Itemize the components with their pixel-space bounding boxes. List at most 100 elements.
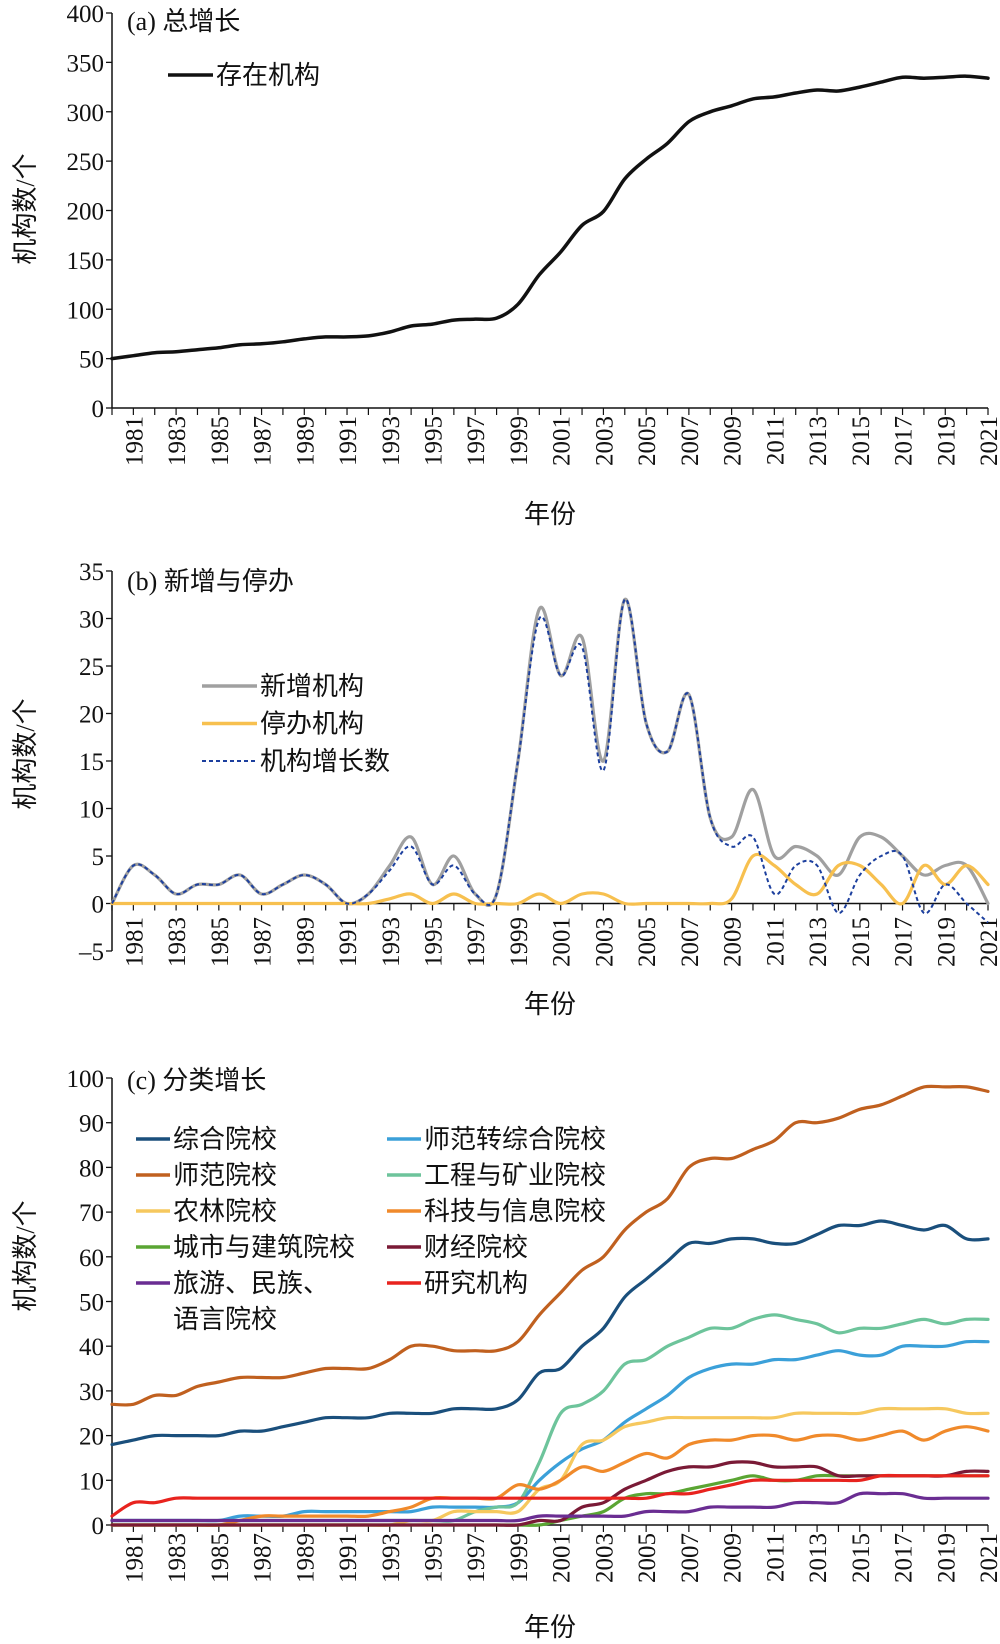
y-axis-label: 机构数/个: [11, 698, 40, 809]
x-tick-label: 2001: [549, 416, 576, 466]
y-tick-label: 5: [92, 844, 105, 871]
legend-label: 研究机构: [424, 1269, 528, 1298]
series-line-7: [110, 1460, 990, 1527]
legend-label: 存在机构: [216, 61, 320, 90]
series-line-4: [110, 1406, 990, 1527]
y-tick-label: 0: [92, 1513, 105, 1540]
y-tick-label: 150: [67, 248, 105, 275]
x-tick-label: 1989: [292, 416, 319, 466]
x-tick-label: 1981: [121, 917, 148, 967]
x-tick-label: 2005: [634, 917, 661, 967]
x-axis-label: 年份: [524, 990, 576, 1019]
y-tick-label: 200: [67, 199, 105, 226]
x-tick-label: 1995: [420, 917, 447, 967]
x-tick-label: 1985: [207, 917, 234, 967]
series-line-2: [110, 1084, 990, 1407]
x-tick-label: 2009: [720, 917, 747, 967]
y-tick-label: 50: [79, 1290, 104, 1317]
x-tick-label: 2017: [891, 1533, 918, 1583]
y-tick-label: 20: [79, 1424, 104, 1451]
series-line-0: [110, 597, 990, 908]
x-tick-label: 1999: [506, 416, 533, 466]
x-tick-label: 2013: [805, 1533, 832, 1583]
legend-label: 农林院校: [173, 1197, 277, 1226]
x-tick-label: 2019: [933, 917, 960, 967]
x-tick-label: 2021: [976, 416, 1000, 466]
x-tick-label: 2013: [805, 917, 832, 967]
x-tick-label: 2011: [762, 917, 789, 966]
y-tick-label: 20: [79, 702, 104, 729]
x-tick-label: 2005: [634, 1533, 661, 1583]
y-tick-label: 15: [79, 749, 104, 776]
chart-title: (a) 总增长: [127, 7, 240, 36]
series-line-8: [110, 1491, 990, 1523]
legend-label: 工程与矿业院校: [424, 1161, 606, 1190]
y-tick-label: 35: [79, 559, 104, 586]
legend: 存在机构: [168, 61, 320, 90]
x-tick-label: 2017: [891, 917, 918, 967]
x-tick-label: 2021: [976, 1533, 1000, 1583]
legend-label: 财经院校: [424, 1233, 528, 1262]
x-tick-label: 2007: [677, 1533, 704, 1583]
x-tick-label: 2001: [549, 917, 576, 967]
x-tick-label: 2019: [933, 1533, 960, 1583]
x-tick-label: 2005: [634, 416, 661, 466]
legend-label: 科技与信息院校: [424, 1197, 606, 1226]
x-tick-label: 1991: [335, 416, 362, 466]
y-axis-label: 机构数/个: [11, 1200, 40, 1311]
y-tick-label: 100: [67, 297, 105, 324]
y-tick-label: 350: [67, 50, 105, 77]
y-tick-label: 100: [67, 1066, 105, 1093]
x-tick-label: 2017: [891, 416, 918, 466]
y-tick-label: 0: [92, 396, 105, 423]
y-tick-label: 60: [79, 1245, 104, 1272]
series-line-6: [110, 1473, 990, 1527]
x-tick-label: 1985: [207, 1533, 234, 1583]
x-tick-label: 1981: [121, 1533, 148, 1583]
x-tick-label: 1989: [292, 1533, 319, 1583]
x-tick-label: 2003: [591, 1533, 618, 1583]
x-tick-label: 2011: [762, 1533, 789, 1582]
x-tick-label: 2001: [549, 1533, 576, 1583]
y-tick-label: 70: [79, 1200, 104, 1227]
chart-a: 0 50 100 150 200 250 300 350 400 1981 1983 1985 1987…: [11, 1, 1000, 529]
y-tick-label: 300: [67, 100, 105, 127]
x-tick-label: 1993: [378, 1533, 405, 1583]
y-tick-label: 250: [67, 149, 105, 176]
x-tick-label: 2007: [677, 416, 704, 466]
chart-title: (c) 分类增长: [127, 1066, 266, 1095]
series-line-0: [110, 1219, 990, 1447]
chart-b: –5 0 5 10 15 20 25 30 35 1981 1983 1985 1987 1989 1991…: [11, 559, 1000, 1019]
x-tick-label: 1989: [292, 917, 319, 967]
y-tick-label: 90: [79, 1111, 104, 1138]
x-tick-label: 1983: [164, 1533, 191, 1583]
x-tick-label: 1983: [164, 416, 191, 466]
legend-label: 旅游、民族、: [173, 1269, 329, 1298]
x-tick-label: 2013: [805, 416, 832, 466]
x-tick-label: 2003: [591, 917, 618, 967]
x-tick-label: 1987: [250, 416, 277, 466]
y-axis-label: 机构数/个: [11, 153, 40, 264]
legend-label: 新增机构: [260, 672, 364, 701]
x-tick-label: 1995: [420, 416, 447, 466]
x-tick-label: 1997: [463, 917, 490, 967]
legend-label: 语言院校: [173, 1305, 277, 1334]
legend-label: 师范院校: [173, 1161, 277, 1190]
y-tick-label: 80: [79, 1155, 104, 1182]
x-tick-label: 2019: [933, 416, 960, 466]
x-tick-label: 1991: [335, 917, 362, 967]
x-tick-label: 2009: [720, 1533, 747, 1583]
legend-label: 停办机构: [260, 710, 364, 739]
y-tick-label: 50: [79, 347, 104, 374]
x-tick-label: 1995: [420, 1533, 447, 1583]
x-tick-label: 1993: [378, 416, 405, 466]
x-tick-label: 1987: [250, 917, 277, 967]
x-tick-label: 2015: [848, 416, 875, 466]
y-tick-label: –5: [78, 939, 104, 966]
x-tick-label: 2009: [720, 416, 747, 466]
x-tick-label: 2015: [848, 917, 875, 967]
x-tick-label: 1993: [378, 917, 405, 967]
series-line-5: [110, 1425, 990, 1527]
series-line-1: [110, 852, 990, 906]
